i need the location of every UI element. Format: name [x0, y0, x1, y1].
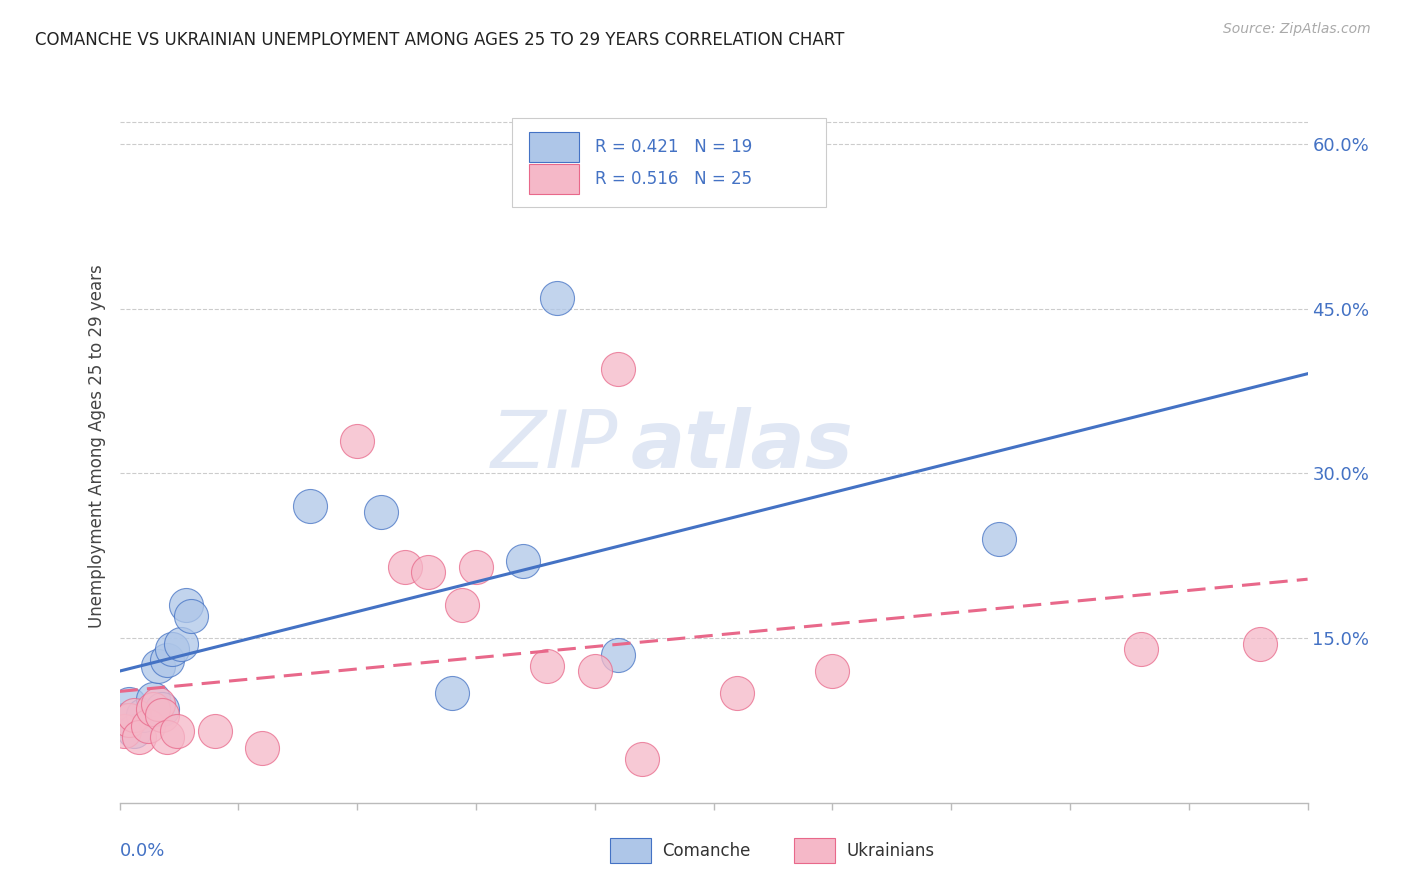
FancyBboxPatch shape	[610, 838, 651, 863]
Text: COMANCHE VS UKRAINIAN UNEMPLOYMENT AMONG AGES 25 TO 29 YEARS CORRELATION CHART: COMANCHE VS UKRAINIAN UNEMPLOYMENT AMONG…	[35, 31, 845, 49]
Text: 0.0%: 0.0%	[120, 842, 165, 860]
FancyBboxPatch shape	[794, 838, 835, 863]
Point	[821, 664, 844, 678]
Point	[118, 697, 141, 711]
Point	[122, 708, 145, 723]
Text: ZIP: ZIP	[491, 407, 619, 485]
Point	[631, 752, 654, 766]
Point	[394, 559, 416, 574]
Text: Ukrainians: Ukrainians	[846, 842, 935, 860]
Text: Source: ZipAtlas.com: Source: ZipAtlas.com	[1223, 22, 1371, 37]
Point	[987, 533, 1010, 547]
Point	[142, 702, 165, 716]
Point	[583, 664, 606, 678]
Point	[250, 740, 273, 755]
FancyBboxPatch shape	[530, 132, 579, 162]
Point	[118, 714, 141, 728]
Point	[170, 637, 193, 651]
Point	[156, 730, 179, 744]
Point	[174, 598, 197, 612]
Text: atlas: atlas	[630, 407, 853, 485]
Point	[418, 566, 440, 580]
Point	[122, 724, 145, 739]
Point	[136, 719, 159, 733]
Point	[346, 434, 368, 448]
Point	[512, 554, 534, 568]
Point	[536, 658, 558, 673]
Text: R = 0.421   N = 19: R = 0.421 N = 19	[595, 138, 752, 156]
Point	[150, 708, 173, 723]
Point	[725, 686, 748, 700]
Point	[607, 362, 630, 376]
Point	[180, 609, 202, 624]
FancyBboxPatch shape	[530, 164, 579, 194]
Point	[450, 598, 472, 612]
Point	[132, 708, 155, 723]
Point	[160, 642, 183, 657]
Point	[146, 697, 169, 711]
Point	[204, 724, 226, 739]
Point	[1249, 637, 1271, 651]
Point	[156, 653, 179, 667]
Point	[128, 730, 150, 744]
Point	[150, 702, 173, 716]
Point	[546, 291, 568, 305]
Point	[607, 648, 630, 662]
Point	[142, 691, 165, 706]
Point	[464, 559, 488, 574]
Point	[146, 658, 169, 673]
Text: R = 0.516   N = 25: R = 0.516 N = 25	[595, 170, 752, 188]
Point	[166, 724, 188, 739]
Point	[112, 724, 135, 739]
FancyBboxPatch shape	[512, 118, 827, 207]
Point	[370, 505, 392, 519]
Y-axis label: Unemployment Among Ages 25 to 29 years: Unemployment Among Ages 25 to 29 years	[87, 264, 105, 628]
Point	[441, 686, 464, 700]
Point	[1130, 642, 1153, 657]
Point	[298, 500, 321, 514]
Point	[112, 714, 135, 728]
Text: Comanche: Comanche	[662, 842, 751, 860]
